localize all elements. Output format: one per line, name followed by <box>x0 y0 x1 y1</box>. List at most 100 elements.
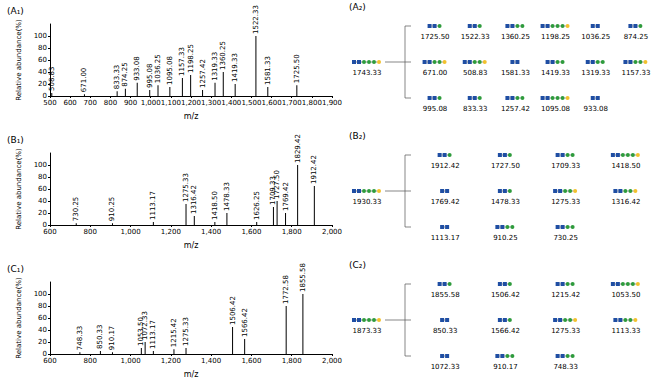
svg-text:1,800: 1,800 <box>302 99 322 107</box>
svg-text:60: 60 <box>38 314 47 322</box>
svg-text:833.33: 833.33 <box>113 65 121 90</box>
svg-text:850.33: 850.33 <box>433 327 458 335</box>
svg-text:1,800: 1,800 <box>282 357 302 365</box>
svg-text:(B₂): (B₂) <box>349 131 366 141</box>
svg-text:1095.08: 1095.08 <box>541 105 570 113</box>
svg-text:748.33: 748.33 <box>76 326 84 351</box>
svg-text:1275.33: 1275.33 <box>551 327 580 335</box>
svg-text:1,000: 1,000 <box>121 357 141 365</box>
svg-text:80: 80 <box>38 44 47 52</box>
svg-text:1,900: 1,900 <box>322 99 342 107</box>
svg-text:40: 40 <box>38 326 47 334</box>
svg-text:1319.33: 1319.33 <box>581 69 610 77</box>
svg-text:910.17: 910.17 <box>108 326 116 351</box>
svg-text:995.08: 995.08 <box>423 105 448 113</box>
svg-text:1419.33: 1419.33 <box>541 69 570 77</box>
svg-text:800: 800 <box>84 228 97 236</box>
svg-text:800: 800 <box>84 357 97 365</box>
svg-text:80: 80 <box>38 173 47 181</box>
svg-text:40: 40 <box>38 68 47 76</box>
svg-text:1,500: 1,500 <box>241 99 261 107</box>
svg-text:1506.42: 1506.42 <box>229 296 237 325</box>
svg-text:671.00: 671.00 <box>80 68 88 93</box>
svg-text:2,000: 2,000 <box>322 357 342 365</box>
svg-text:1,200: 1,200 <box>161 228 181 236</box>
svg-text:1772.58: 1772.58 <box>282 275 290 304</box>
svg-text:1930.33: 1930.33 <box>353 198 382 206</box>
svg-text:1275.33: 1275.33 <box>182 173 190 202</box>
svg-text:1855.58: 1855.58 <box>431 291 460 299</box>
svg-text:730.25: 730.25 <box>553 234 578 242</box>
svg-text:1036.25: 1036.25 <box>581 33 610 41</box>
svg-text:508.83: 508.83 <box>48 67 56 92</box>
svg-text:1,400: 1,400 <box>201 357 221 365</box>
svg-text:1319.33: 1319.33 <box>211 52 219 81</box>
svg-text:1036.25: 1036.25 <box>154 54 162 83</box>
svg-text:1360.25: 1360.25 <box>219 41 227 70</box>
svg-text:800: 800 <box>104 99 117 107</box>
svg-text:1,700: 1,700 <box>282 99 302 107</box>
svg-text:2,000: 2,000 <box>322 228 342 236</box>
svg-text:100: 100 <box>34 290 47 298</box>
svg-text:(C₁): (C₁) <box>7 264 24 274</box>
svg-text:20: 20 <box>38 209 47 217</box>
svg-text:933.08: 933.08 <box>584 105 609 113</box>
svg-text:1157.33: 1157.33 <box>178 47 186 76</box>
svg-text:1912.42: 1912.42 <box>310 155 318 184</box>
svg-text:1566.42: 1566.42 <box>491 327 520 335</box>
svg-text:600: 600 <box>43 357 56 365</box>
svg-text:1113.17: 1113.17 <box>149 191 157 220</box>
svg-text:1769.42: 1769.42 <box>431 198 460 206</box>
svg-text:1,200: 1,200 <box>181 99 201 107</box>
svg-text:1418.50: 1418.50 <box>611 162 640 170</box>
svg-text:1316.42: 1316.42 <box>190 185 198 214</box>
svg-text:910.25: 910.25 <box>108 197 116 222</box>
svg-text:1113.17: 1113.17 <box>431 234 460 242</box>
svg-text:m/z: m/z <box>184 112 199 121</box>
svg-text:100: 100 <box>34 32 47 40</box>
svg-text:700: 700 <box>84 99 97 107</box>
svg-text:900: 900 <box>124 99 137 107</box>
svg-text:600: 600 <box>43 228 56 236</box>
svg-text:80: 80 <box>38 302 47 310</box>
svg-text:1522.33: 1522.33 <box>252 5 260 34</box>
svg-text:874.25: 874.25 <box>121 62 129 87</box>
svg-text:1581.33: 1581.33 <box>264 56 272 85</box>
svg-text:(A₂): (A₂) <box>349 2 366 12</box>
svg-text:1743.33: 1743.33 <box>353 69 382 77</box>
svg-text:(C₂): (C₂) <box>349 260 366 270</box>
svg-text:Relative abundance(%): Relative abundance(%) <box>15 148 23 230</box>
svg-text:(A₁): (A₁) <box>7 6 24 16</box>
svg-text:600: 600 <box>63 99 76 107</box>
svg-text:1566.42: 1566.42 <box>241 308 249 337</box>
svg-text:1275.33: 1275.33 <box>182 317 190 346</box>
svg-text:1769.42: 1769.42 <box>282 182 290 211</box>
svg-text:1725.50: 1725.50 <box>421 33 450 41</box>
svg-text:40: 40 <box>38 197 47 205</box>
svg-text:933.08: 933.08 <box>133 56 141 81</box>
svg-text:1275.33: 1275.33 <box>551 198 580 206</box>
svg-text:1113.33: 1113.33 <box>611 327 640 335</box>
svg-text:1157.33: 1157.33 <box>621 69 650 77</box>
svg-text:1,600: 1,600 <box>262 99 282 107</box>
svg-text:1873.33: 1873.33 <box>353 327 382 335</box>
svg-text:1,400: 1,400 <box>221 99 241 107</box>
svg-text:1,600: 1,600 <box>241 357 261 365</box>
svg-text:1709.33: 1709.33 <box>551 162 580 170</box>
svg-text:1725.50: 1725.50 <box>293 54 301 83</box>
svg-text:Relative abundance(%): Relative abundance(%) <box>15 277 23 359</box>
svg-text:1478.33: 1478.33 <box>223 182 231 211</box>
svg-text:850.33: 850.33 <box>96 325 104 350</box>
svg-text:1727.50: 1727.50 <box>273 170 281 199</box>
svg-text:1072.33: 1072.33 <box>431 363 460 371</box>
svg-text:730.25: 730.25 <box>72 197 80 222</box>
svg-text:500: 500 <box>43 99 56 107</box>
svg-text:20: 20 <box>38 80 47 88</box>
svg-text:1478.33: 1478.33 <box>491 198 520 206</box>
svg-text:1418.50: 1418.50 <box>211 191 219 220</box>
svg-text:1113.17: 1113.17 <box>149 320 157 349</box>
svg-text:1912.42: 1912.42 <box>431 162 460 170</box>
svg-text:(B₁): (B₁) <box>7 135 24 145</box>
svg-text:1,800: 1,800 <box>282 228 302 236</box>
svg-text:748.33: 748.33 <box>553 363 578 371</box>
